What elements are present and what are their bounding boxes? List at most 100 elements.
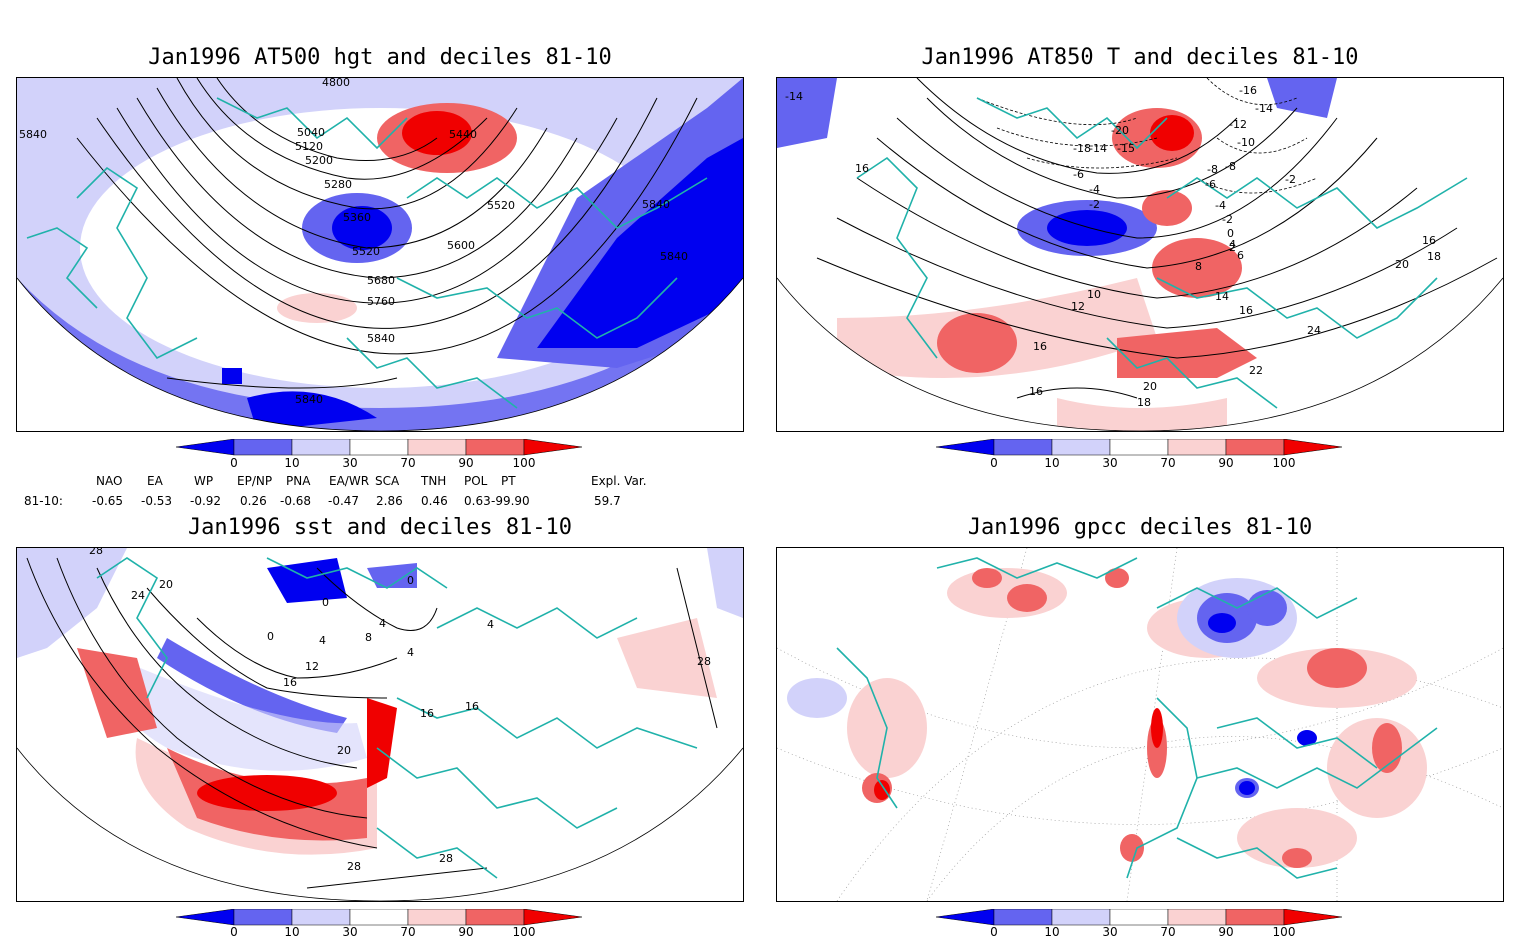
contour-label: 16 [420, 707, 434, 720]
index-value: 0.46 [421, 494, 448, 508]
contour-label: 16 [1029, 385, 1043, 398]
contour-label: 4 [1229, 238, 1236, 251]
contour-label: 16 [465, 700, 479, 713]
contour-label: -2 [1089, 198, 1100, 211]
colorbar-tick: 10 [1044, 925, 1060, 939]
map-at850-svg: -14 -16 -14 -12 -10 -8 -6 -4 -2 0 2 4 6 … [777, 78, 1503, 431]
index-header: SCA [375, 474, 400, 488]
colorbar-tick: 90 [1218, 456, 1234, 470]
index-value: 0.26 [240, 494, 267, 508]
index-value: -0.68 [280, 494, 312, 508]
colorbar-tick: 10 [1044, 456, 1060, 470]
contour-label: 12 [305, 660, 319, 673]
index-header: WP [194, 474, 214, 488]
contour-label: 0 [322, 596, 329, 609]
contour-label: -14 [785, 90, 803, 103]
contour-label: 5680 [367, 274, 395, 287]
contour-label: 22 [1249, 364, 1263, 377]
contour-label: 4 [379, 617, 386, 630]
contour-label: -8 [1207, 163, 1218, 176]
contour-label: -14 [1089, 142, 1107, 155]
index-header: TNH [421, 474, 447, 488]
contour-label: 18 [1427, 250, 1441, 263]
colorbar-tick: 0 [990, 925, 998, 939]
map-at500-svg: 5040 5120 5200 5280 5360 5440 5520 5520 … [17, 78, 743, 431]
contour-label: 4800 [322, 78, 350, 89]
colorbar-tick: 0 [990, 456, 998, 470]
contour-label: 20 [337, 744, 351, 757]
contour-label: 16 [1033, 340, 1047, 353]
contour-label: -4 [1089, 183, 1100, 196]
contour-label: -6 [1073, 168, 1084, 181]
contour-label: 18 [1137, 396, 1151, 409]
contour-label: 5520 [352, 245, 380, 258]
contour-label: 28 [89, 548, 103, 557]
contour-label: -10 [1237, 136, 1255, 149]
contour-label: 16 [283, 676, 297, 689]
colorbar-tick: 30 [1102, 925, 1118, 939]
panel-title: Jan1996 AT500 hgt and deciles 81-10 [148, 45, 612, 70]
contour-label: 28 [439, 852, 453, 865]
contour-label: 5200 [305, 154, 333, 167]
index-header: EA/WR [329, 474, 370, 488]
contour-label: 4 [487, 618, 494, 631]
index-value: 2.86 [376, 494, 403, 508]
colorbar-tick: 30 [1102, 456, 1118, 470]
index-header: Expl. Var. [591, 474, 647, 488]
contour-label: 0 [407, 574, 414, 587]
map-gpcc-svg [777, 548, 1503, 901]
index-value: -0.53 [141, 494, 173, 508]
map-sst-svg: 28 24 20 0 0 4 8 4 12 16 16 16 20 28 28 … [17, 548, 743, 901]
contour-label: 5360 [343, 211, 371, 224]
index-value: -99.90 [491, 494, 530, 508]
contour-label: -4 [1215, 199, 1226, 212]
index-header: PNA [286, 474, 311, 488]
colorbar-tick: 30 [342, 925, 358, 939]
colorbar-1 [176, 439, 583, 456]
contour-label: -18 [1073, 142, 1091, 155]
panel-title: Jan1996 AT850 T and deciles 81-10 [921, 45, 1359, 70]
contour-label: 0 [1227, 227, 1234, 240]
contour-label: 20 [1143, 380, 1157, 393]
contour-label: 8 [365, 631, 372, 644]
contour-label: 5840 [660, 250, 688, 263]
contour-label: 24 [131, 589, 145, 602]
map-at500: 5040 5120 5200 5280 5360 5440 5520 5520 … [16, 77, 744, 432]
contour-label: -6 [1205, 178, 1216, 191]
panel-title: Jan1996 sst and deciles 81-10 [187, 515, 573, 540]
contour-label: 5120 [295, 140, 323, 153]
contour-label: 5840 [642, 198, 670, 211]
contour-label: 20 [159, 578, 173, 591]
colorbar-tick: 100 [512, 456, 536, 470]
contour-label: 5760 [367, 295, 395, 308]
contour-label: 12 [1071, 300, 1085, 313]
index-value: 0.63 [464, 494, 491, 508]
contour-label: 8 [1195, 260, 1202, 273]
contour-label: 5440 [449, 128, 477, 141]
contour-label: -2 [1285, 173, 1296, 186]
contour-label: 5840 [295, 393, 323, 406]
contour-label: -8 [1225, 160, 1236, 173]
map-at850: -14 -16 -14 -12 -10 -8 -6 -4 -2 0 2 4 6 … [776, 77, 1504, 432]
colorbar-tick: 70 [1160, 925, 1176, 939]
panel-title: Jan1996 gpcc deciles 81-10 [967, 515, 1313, 540]
index-header: PT [501, 474, 516, 488]
contour-label: 28 [347, 860, 361, 873]
index-value: 59.7 [594, 494, 621, 508]
index-value: -0.92 [190, 494, 222, 508]
colorbar-tick: 90 [458, 456, 474, 470]
colorbar-tick: 70 [400, 925, 416, 939]
contour-label: 5040 [297, 126, 325, 139]
contour-label: 16 [1239, 304, 1253, 317]
colorbar-4 [936, 909, 1343, 926]
contour-label: 2 [1229, 241, 1236, 254]
contour-label: -2 [1222, 213, 1233, 226]
colorbar-tick: 90 [458, 925, 474, 939]
colorbar-tick: 0 [230, 456, 238, 470]
map-sst: 28 24 20 0 0 4 8 4 12 16 16 16 20 28 28 … [16, 547, 744, 902]
index-header: POL [464, 474, 488, 488]
index-header: EA [147, 474, 163, 488]
contour-label: 5840 [19, 128, 47, 141]
index-header: NAO [96, 474, 123, 488]
contour-label: 5280 [324, 178, 352, 191]
